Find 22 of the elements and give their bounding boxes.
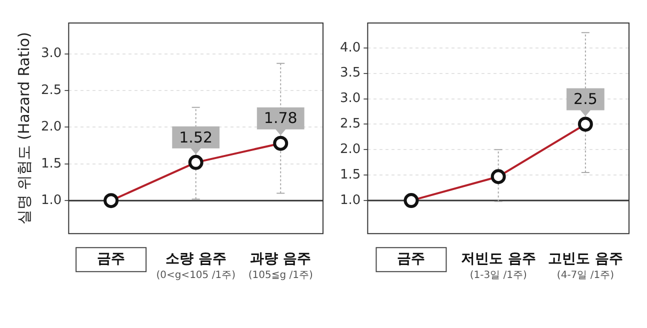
x-tick-label: 소량 음주 (0<g<105 /1주) [156, 251, 236, 282]
y-tick-label: 4.0 [340, 40, 361, 56]
x-tick-label: 고빈도 음주 (4-7일 /1주) [548, 251, 623, 282]
y-tick-label: 1.0 [340, 192, 361, 208]
data-label: 2.5 [574, 90, 598, 108]
y-tick-label: 1.5 [40, 156, 62, 172]
y-tick-label: 1.5 [340, 167, 361, 182]
y-tick-label: 2.5 [340, 116, 361, 132]
y-tick-label: 3.0 [40, 46, 62, 62]
y-tick-label: 2.5 [40, 82, 62, 98]
y-tick-label: 2.0 [340, 142, 361, 158]
y-tick-label: 3.5 [340, 66, 361, 81]
y-tick-label: 3.0 [340, 91, 361, 106]
x-tick-label: 저빈도 음주 (1-3일 /1주) [460, 251, 536, 282]
x-tick-label: 금주 [397, 251, 426, 268]
y-tick-label: 2.0 [40, 120, 62, 135]
data-label: 1.78 [264, 109, 298, 128]
data-label: 1.52 [179, 128, 213, 146]
y-tick-label: 1.0 [40, 192, 62, 208]
x-tick-label: 금주 [97, 251, 126, 268]
y-axis-title: 실명 위험도 (Hazard Ratio) [14, 32, 33, 225]
x-tick-label: 과량 음주 (105≦g /1주) [248, 251, 313, 282]
